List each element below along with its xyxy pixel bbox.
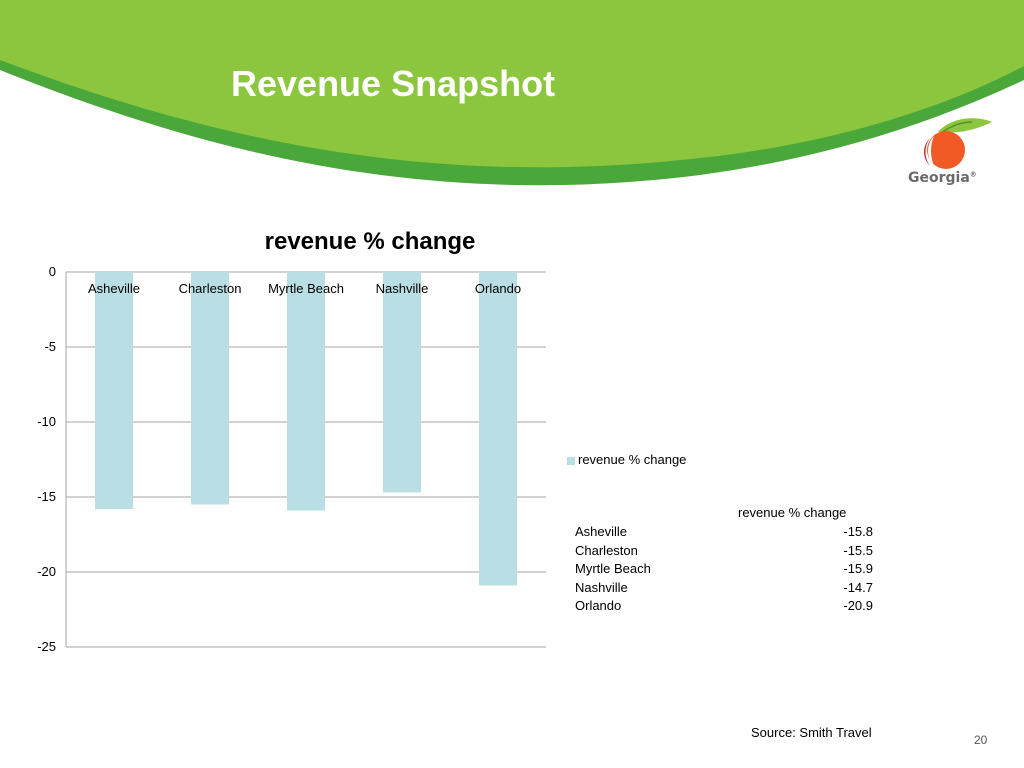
page-number: 20	[974, 733, 988, 747]
y-tick-label: -25	[37, 639, 56, 654]
legend-swatch	[567, 456, 575, 465]
table-value: -14.7	[843, 579, 873, 595]
source-note: Source: Smith Travel	[751, 725, 872, 740]
peach-icon	[924, 118, 992, 169]
header-banner	[0, 0, 1024, 186]
chart-title: revenue % change	[264, 228, 476, 255]
banner-light-band	[0, 0, 1024, 168]
peach-body	[927, 131, 965, 169]
x-category-label: Orlando	[474, 281, 522, 296]
legend: revenue % change	[567, 452, 686, 467]
y-tick-label: -20	[37, 564, 56, 579]
table-value: -15.8	[843, 524, 873, 539]
peach-highlight	[928, 136, 934, 166]
table-value: -15.9	[843, 561, 873, 576]
bar-myrtle-beach	[287, 272, 325, 511]
table-category: Myrtle Beach	[575, 561, 651, 576]
y-tick-label: -10	[37, 414, 56, 429]
table-header: revenue % change	[738, 505, 847, 520]
table-row: Myrtle Beach -15.9	[575, 561, 873, 579]
y-tick-label: 0	[48, 264, 56, 279]
bars	[95, 272, 517, 586]
leaf-icon	[938, 118, 992, 133]
peach-blush	[924, 138, 930, 166]
table-category: Charleston	[575, 542, 638, 558]
x-category-label: Charleston	[178, 281, 242, 296]
bar-orlando	[479, 272, 517, 586]
x-category-label: Myrtle Beach	[268, 281, 344, 296]
x-category-label: Nashville	[375, 281, 429, 296]
table-category: Nashville	[575, 579, 628, 595]
y-tick-label: -15	[37, 489, 56, 504]
table-value: -20.9	[843, 598, 873, 613]
logo-text: Georgia	[908, 170, 970, 186]
logo-wordmark: Georgia®	[908, 170, 977, 186]
registered-mark: ®	[969, 170, 977, 179]
bar-charleston	[191, 272, 229, 505]
table-value: -15.5	[843, 542, 873, 558]
y-tick-label: -5	[44, 339, 56, 354]
bar-asheville	[95, 272, 133, 509]
table-category: Orlando	[575, 598, 622, 613]
table-row: Nashville -14.7	[575, 580, 873, 598]
table-row: Charleston -15.5	[575, 543, 873, 561]
page-title: Revenue Snapshot	[231, 63, 556, 104]
bar-nashville	[383, 272, 421, 493]
legend-label: revenue % change	[578, 452, 687, 467]
table-row: Asheville -15.8	[575, 524, 873, 542]
table-row: Orlando -20.9	[575, 598, 873, 616]
table-category: Asheville	[575, 524, 628, 539]
x-category-label: Asheville	[87, 281, 141, 296]
